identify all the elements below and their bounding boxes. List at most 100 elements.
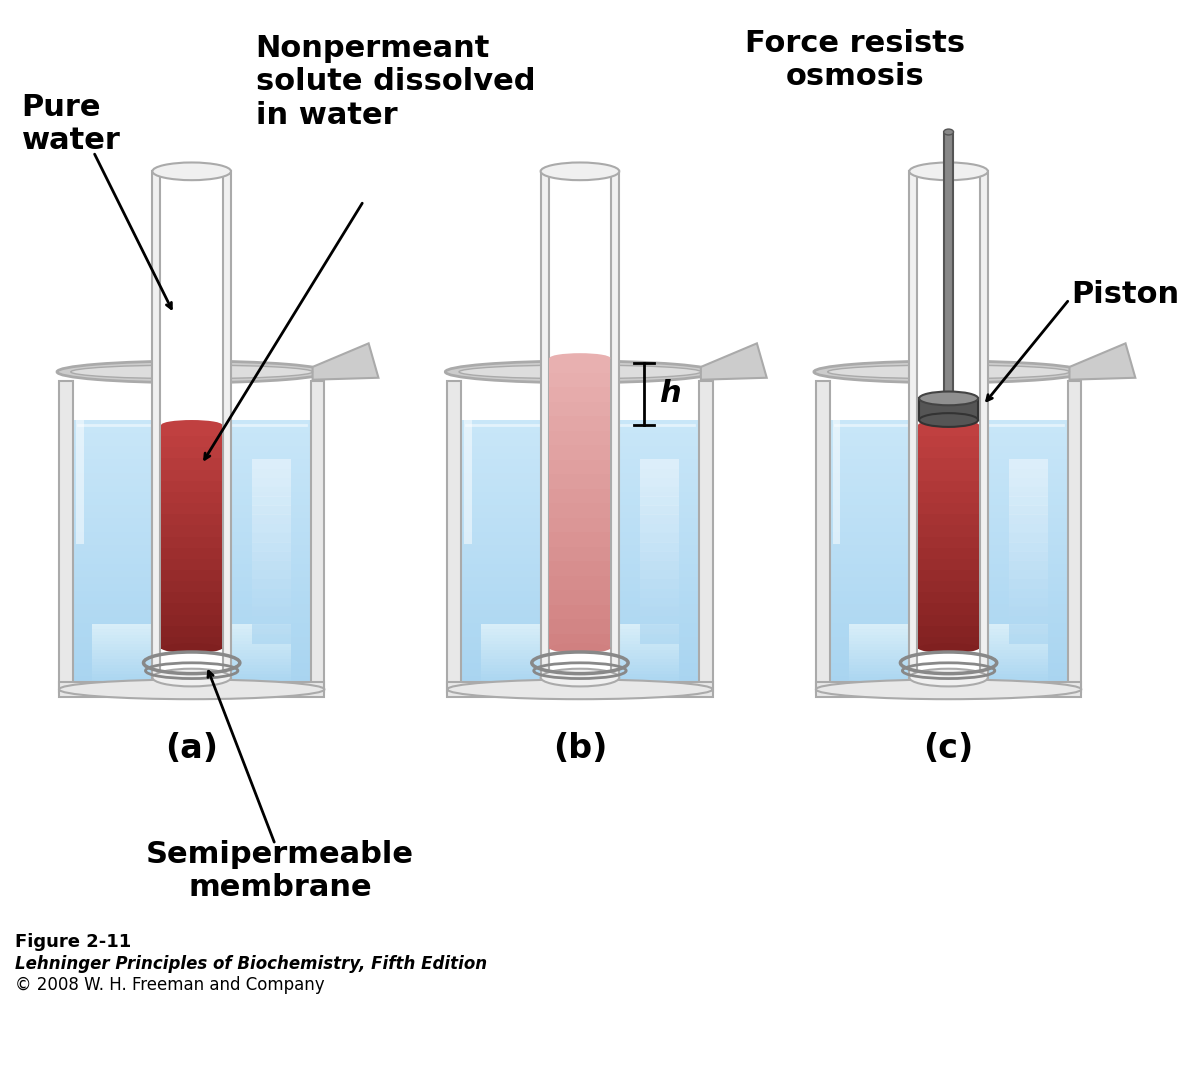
Bar: [917, 172, 980, 678]
Ellipse shape: [816, 680, 1081, 699]
Bar: [550, 445, 611, 460]
Bar: [461, 623, 698, 630]
Bar: [829, 525, 1068, 532]
Bar: [829, 650, 1068, 656]
Bar: [829, 604, 1068, 611]
Bar: [92, 648, 290, 651]
Bar: [640, 569, 679, 579]
Bar: [481, 636, 679, 639]
Bar: [918, 425, 979, 437]
Bar: [461, 564, 698, 571]
Bar: [550, 431, 611, 446]
Bar: [1008, 514, 1048, 524]
Bar: [829, 623, 1068, 630]
Bar: [461, 656, 698, 664]
Bar: [73, 630, 311, 637]
Bar: [640, 496, 679, 506]
Bar: [461, 519, 698, 525]
Bar: [161, 469, 222, 481]
Bar: [461, 506, 698, 512]
Ellipse shape: [910, 669, 988, 686]
Bar: [829, 453, 1068, 460]
Bar: [481, 653, 679, 656]
Bar: [829, 447, 1068, 453]
Bar: [252, 625, 290, 635]
Bar: [640, 589, 679, 598]
Bar: [73, 656, 311, 664]
Bar: [829, 656, 1068, 664]
Bar: [252, 589, 290, 598]
Bar: [73, 525, 311, 532]
Ellipse shape: [152, 669, 232, 686]
Bar: [161, 637, 222, 649]
Bar: [829, 610, 1068, 618]
Bar: [461, 676, 698, 683]
Bar: [829, 564, 1068, 571]
Bar: [829, 473, 1068, 480]
Bar: [1008, 615, 1048, 625]
Bar: [640, 524, 679, 534]
Bar: [92, 680, 290, 683]
Bar: [73, 439, 311, 447]
Bar: [461, 512, 698, 519]
Bar: [461, 597, 698, 605]
Bar: [92, 668, 290, 671]
Bar: [829, 571, 1068, 578]
Bar: [73, 564, 311, 571]
Bar: [829, 591, 1068, 597]
Bar: [850, 670, 1048, 674]
Bar: [161, 614, 222, 626]
Bar: [481, 629, 679, 633]
Bar: [73, 466, 311, 473]
Bar: [461, 663, 698, 670]
Bar: [252, 561, 290, 570]
Bar: [92, 633, 290, 636]
Bar: [461, 453, 698, 460]
Bar: [1008, 607, 1048, 616]
Bar: [829, 466, 1068, 473]
Bar: [252, 524, 290, 534]
Bar: [829, 420, 1068, 427]
Bar: [918, 469, 979, 481]
Bar: [252, 487, 290, 496]
Bar: [461, 439, 698, 447]
Bar: [161, 548, 222, 560]
Bar: [850, 665, 1048, 668]
Bar: [252, 514, 290, 524]
Bar: [918, 459, 979, 470]
Text: Lehninger Principles of Biochemistry, Fifth Edition: Lehninger Principles of Biochemistry, Fi…: [14, 955, 487, 973]
Bar: [461, 650, 698, 656]
Bar: [640, 542, 679, 552]
Bar: [1008, 524, 1048, 534]
Bar: [161, 581, 222, 593]
Bar: [918, 492, 979, 504]
Bar: [461, 460, 698, 466]
Bar: [850, 648, 1048, 651]
Bar: [640, 597, 679, 607]
Bar: [73, 460, 311, 466]
Bar: [73, 512, 311, 519]
Ellipse shape: [918, 420, 979, 430]
Bar: [481, 658, 679, 663]
Bar: [73, 479, 311, 487]
Bar: [550, 474, 611, 489]
Bar: [464, 410, 472, 543]
Bar: [829, 637, 1068, 643]
Ellipse shape: [919, 392, 978, 405]
Bar: [919, 398, 978, 420]
Ellipse shape: [59, 680, 324, 699]
Bar: [829, 538, 1068, 546]
Bar: [73, 492, 311, 499]
Bar: [161, 626, 222, 637]
Bar: [481, 668, 679, 671]
Bar: [73, 506, 311, 512]
Bar: [550, 547, 611, 562]
Bar: [1008, 551, 1048, 561]
Bar: [461, 604, 698, 611]
Bar: [461, 426, 698, 434]
Bar: [918, 637, 979, 649]
Bar: [461, 479, 698, 487]
Bar: [73, 650, 311, 656]
Ellipse shape: [445, 361, 715, 382]
Bar: [461, 630, 698, 637]
